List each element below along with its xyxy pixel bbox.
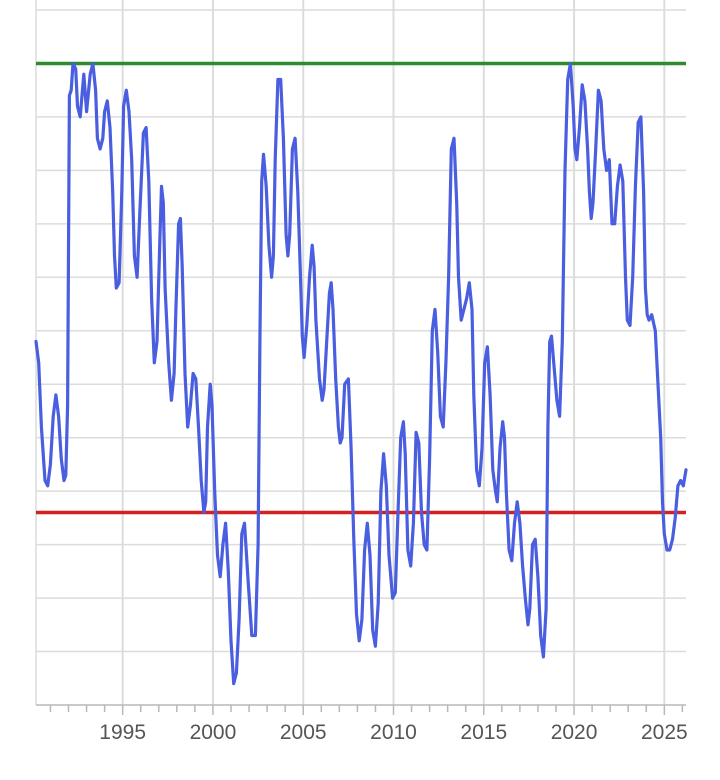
data-series bbox=[34, 61, 688, 686]
vertical-grid bbox=[35, 0, 666, 705]
x-tick-label-2005: 2005 bbox=[280, 721, 327, 744]
x-tick-label-2020: 2020 bbox=[551, 721, 598, 744]
x-tick-label-1995: 1995 bbox=[99, 721, 146, 744]
x-tick-label-2015: 2015 bbox=[460, 721, 507, 744]
x-tick-label-2010: 2010 bbox=[370, 721, 417, 744]
x-axis bbox=[36, 704, 686, 715]
reference-lines bbox=[36, 61, 686, 515]
horizontal-grid bbox=[36, 9, 686, 653]
x-tick-label-2000: 2000 bbox=[190, 721, 237, 744]
x-tick-label-2025: 2025 bbox=[641, 721, 688, 744]
x-tick-labels: 1995 2000 2005 2010 2015 2020 2025 bbox=[99, 721, 687, 744]
series-line-1 bbox=[34, 61, 688, 686]
